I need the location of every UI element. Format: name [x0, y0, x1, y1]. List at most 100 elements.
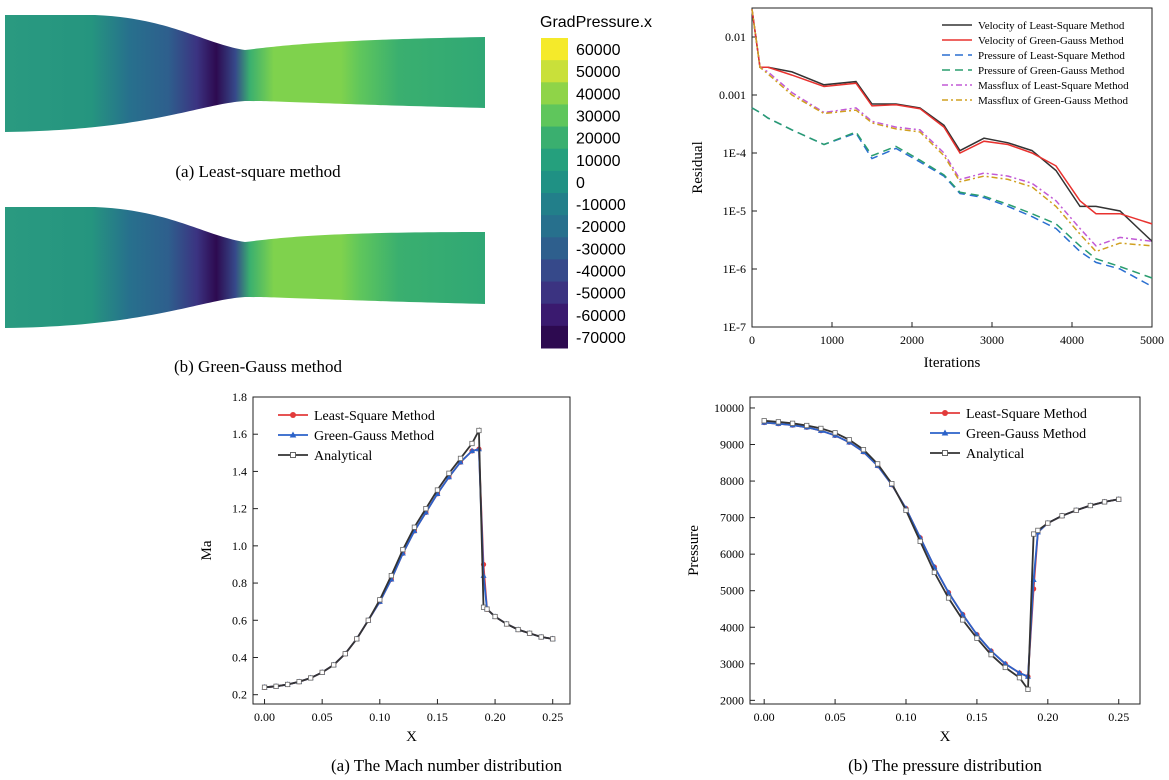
x-tick-label: 0.05: [312, 710, 333, 724]
colorbar-label: -40000: [576, 264, 626, 281]
x-axis-label: Iterations: [924, 355, 981, 371]
data-point: [875, 461, 881, 467]
data-point: [1045, 520, 1051, 526]
data-point: [860, 447, 867, 453]
x-tick-label: 5000: [1140, 333, 1164, 347]
legend-marker: [942, 450, 948, 456]
colorbar-swatch: [541, 38, 568, 61]
data-point: [804, 422, 810, 429]
colorbar-label: 20000: [576, 131, 621, 148]
series-line-2: [764, 419, 1119, 693]
colorbar-swatch: [541, 193, 568, 216]
data-point: [1101, 499, 1108, 505]
legend-label: Least-Square Method: [966, 407, 1087, 422]
data-point: [354, 636, 360, 642]
colorbar-swatch: [541, 215, 568, 238]
x-tick-label: 0.25: [1108, 710, 1129, 724]
data-point: [261, 684, 268, 690]
y-tick-label: 1E-7: [723, 320, 746, 334]
data-point: [476, 427, 482, 434]
x-tick-label: 1000: [820, 333, 844, 347]
y-axis-label: Pressure: [686, 525, 702, 576]
y-tick-label: 0.001: [719, 88, 746, 102]
colorbar-label: 60000: [576, 42, 621, 59]
colorbar-swatch: [541, 104, 568, 128]
contour-panel-a: [5, 15, 485, 132]
colorbar-title: GradPressure.x: [540, 14, 652, 31]
colorbar-label: -30000: [576, 241, 626, 258]
plot-frame: [751, 7, 1153, 328]
mach-chart: 0.00 0.05 0.10 0.15 0.20 0.25 0.2 0.4 0.6 0.8 1.0 1…: [199, 390, 571, 775]
y-tick-label: 1.4: [232, 464, 247, 478]
data-point: [1031, 531, 1037, 537]
x-tick-label: 0.05: [825, 710, 846, 724]
data-point: [422, 509, 429, 515]
y-tick-label: 9000: [720, 438, 744, 452]
data-point: [457, 458, 464, 465]
legend-label: Analytical: [966, 447, 1024, 462]
colorbar-label: 40000: [576, 86, 621, 103]
colorbar-swatch: [541, 126, 568, 150]
nozzle-contour-b: [5, 207, 485, 328]
colorbar-swatch: [541, 281, 568, 305]
y-axis-label: Residual: [690, 141, 706, 194]
data-point: [917, 538, 923, 544]
series-line-5: [751, 9, 1153, 253]
y-tick-label: 6000: [720, 547, 744, 561]
colorbar-label: 10000: [576, 153, 621, 170]
contour-panel-b: [5, 207, 485, 328]
y-tick-label: 5000: [720, 584, 744, 598]
legend-marker: [941, 429, 949, 436]
data-point: [319, 669, 325, 675]
chart-caption: (b) The pressure distribution: [848, 756, 1042, 775]
legend-marker: [290, 412, 296, 418]
colorbar-swatch: [541, 303, 568, 327]
colorbar-label: 0: [576, 175, 585, 192]
series-line-0: [764, 421, 1119, 678]
data-point: [1087, 502, 1093, 509]
y-tick-label: 1.6: [232, 427, 247, 441]
data-point: [388, 573, 394, 579]
x-axis-label: X: [940, 729, 951, 745]
data-point: [775, 419, 781, 425]
data-point: [1116, 496, 1122, 502]
data-point: [1016, 669, 1023, 676]
data-point: [411, 524, 417, 530]
data-point: [761, 418, 767, 424]
x-tick-label: 0.20: [485, 710, 506, 724]
colorbar: 60000 50000 40000 30000 20000 10000 0 -10000 -20…: [541, 38, 626, 349]
data-point: [492, 613, 498, 620]
x-tick-label: 0.10: [369, 710, 390, 724]
colorbar-label: -50000: [576, 286, 626, 303]
data-point: [1016, 675, 1023, 681]
data-point: [538, 634, 544, 640]
colorbar-label: -10000: [576, 197, 626, 214]
data-point: [527, 630, 533, 636]
plot-frame: [749, 396, 1141, 705]
colorbar-label: -70000: [576, 330, 626, 347]
y-axis-label: Ma: [199, 540, 215, 560]
data-point: [273, 683, 279, 689]
data-point: [960, 617, 966, 623]
colorbar-label: -20000: [576, 219, 626, 236]
data-point: [434, 490, 441, 496]
series-line-1: [751, 9, 1153, 225]
data-point: [1035, 527, 1041, 533]
y-tick-label: 0.01: [725, 30, 746, 44]
data-point: [1025, 686, 1031, 692]
data-point: [365, 617, 371, 623]
colorbar-label: 50000: [576, 64, 621, 81]
colorbar-label: -60000: [576, 308, 626, 325]
x-tick-label: 0.20: [1037, 710, 1058, 724]
nozzle-contour-a: [5, 15, 485, 132]
y-tick-label: 0.2: [232, 688, 247, 702]
y-tick-label: 7000: [720, 511, 744, 525]
plot-frame: [252, 396, 571, 705]
chart-caption: (a) The Mach number distribution: [331, 756, 563, 775]
data-point: [457, 455, 464, 462]
data-point: [469, 440, 475, 447]
residual-chart: 0 1000 2000 3000 4000 5000 1E-7 1E-6 1E-5 1E-4 0.0…: [690, 7, 1164, 371]
y-tick-label: 0.4: [232, 650, 247, 664]
x-tick-label: 0.00: [754, 710, 775, 724]
